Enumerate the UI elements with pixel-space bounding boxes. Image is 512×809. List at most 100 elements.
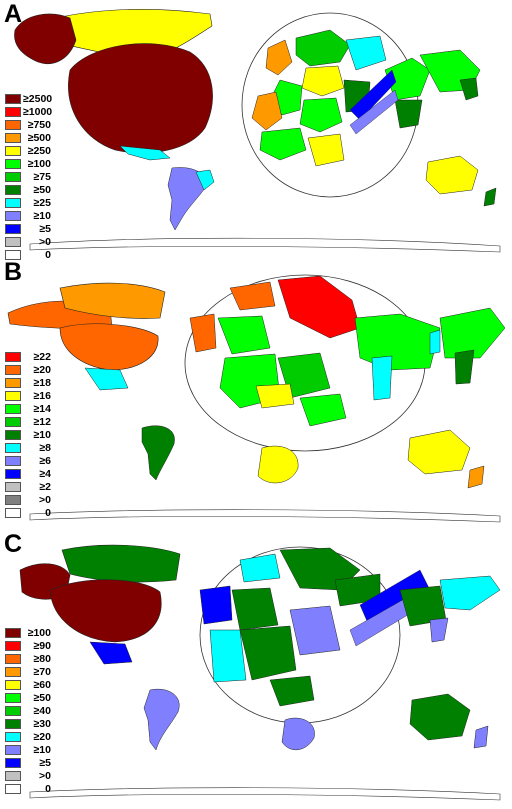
legend-swatch [5,364,21,375]
legend-label: ≥12 [33,415,51,428]
legend-swatch [5,481,21,492]
legend-swatch [5,507,21,518]
legend-label: ≥75 [33,170,51,183]
legend-c: ≥100 ≥90 ≥80 ≥70 ≥60 ≥50 ≥40 ≥30 ≥20 ≥10 ≥5 >0 0 [5,626,51,795]
legend-label: ≥16 [33,389,51,402]
legend-label: ≥2 [39,480,51,493]
legend-item: ≥16 [5,389,51,402]
legend-swatch [5,692,21,703]
legend-swatch [5,429,21,440]
legend-label: ≥50 [33,183,51,196]
legend-label: ≥70 [33,665,51,678]
legend-item: ≥70 [5,665,51,678]
legend-swatch [5,718,21,729]
legend-item: ≥10 [5,428,51,441]
panel-a: A ≥2500 ≥1000 ≥750 ≥500 ≥250 ≥100 ≥75 ≥50 ≥25 ≥10… [0,0,512,261]
legend-swatch [5,210,21,221]
legend-label: ≥4 [39,467,51,480]
legend-label: ≥6 [39,454,51,467]
legend-swatch [5,184,21,195]
legend-label: ≥5 [39,756,51,769]
legend-item: ≥100 [5,626,51,639]
legend-item: ≥10 [5,743,51,756]
legend-swatch [5,145,21,156]
legend-swatch [5,197,21,208]
legend-label: >0 [39,235,51,248]
panel-letter-b: B [4,258,23,286]
legend-swatch [5,249,21,260]
legend-item: ≥80 [5,652,51,665]
panel-letter-c: C [4,530,23,558]
legend-label: ≥10 [33,209,51,222]
legend-item: 0 [5,248,51,261]
legend-item: ≥4 [5,467,51,480]
legend-swatch [5,757,21,768]
legend-label: ≥18 [33,376,51,389]
legend-swatch [5,390,21,401]
legend-item: ≥40 [5,704,51,717]
legend-swatch [5,640,21,651]
legend-swatch [5,132,21,143]
legend-label: ≥100 [27,157,51,170]
legend-swatch [5,119,21,130]
legend-label: ≥10 [33,743,51,756]
legend-label: ≥80 [33,652,51,665]
legend-label: 0 [45,782,51,795]
legend-label: ≥8 [39,441,51,454]
legend-label: ≥100 [27,626,51,639]
legend-label: ≥40 [33,704,51,717]
legend-item: ≥2 [5,480,51,493]
legend-label: ≥90 [33,639,51,652]
legend-swatch [5,744,21,755]
legend-swatch [5,158,21,169]
legend-item: ≥12 [5,415,51,428]
legend-swatch [5,416,21,427]
legend-swatch [5,468,21,479]
legend-a: ≥2500 ≥1000 ≥750 ≥500 ≥250 ≥100 ≥75 ≥50 ≥25 ≥10 ≥5… [5,92,53,261]
legend-item: ≥90 [5,639,51,652]
legend-swatch [5,783,21,794]
legend-label: ≥60 [33,678,51,691]
legend-item: ≥50 [5,691,51,704]
legend-label: ≥250 [27,144,51,157]
legend-label: ≥500 [27,131,51,144]
cartogram-map-c [19,544,501,801]
legend-item: ≥20 [5,730,51,743]
legend-label: ≥14 [33,402,51,415]
legend-swatch [5,106,21,117]
legend-item: >0 [5,235,51,248]
legend-item: ≥20 [5,363,51,376]
legend-item: ≥2500 [5,92,53,105]
legend-label: ≥1000 [23,105,53,118]
legend-item: >0 [5,493,51,506]
legend-label: ≥10 [33,428,51,441]
legend-swatch [5,731,21,742]
legend-item: 0 [5,782,51,795]
legend-item: ≥5 [5,222,51,235]
legend-label: ≥30 [33,717,51,730]
legend-swatch [5,93,21,104]
legend-label: ≥2500 [23,92,53,105]
panel-c: C ≥100 ≥90 ≥80 ≥70 ≥60 ≥50 ≥40 ≥30 ≥20 ≥10 ≥5 >0 0 [0,530,512,809]
legend-label: >0 [39,769,51,782]
legend-item: ≥30 [5,717,51,730]
legend-item: ≥22 [5,350,51,363]
legend-item: ≥10 [5,209,51,222]
legend-swatch [5,627,21,638]
legend-item: >0 [5,769,51,782]
legend-item: 0 [5,506,51,519]
legend-label: >0 [39,493,51,506]
legend-swatch [5,455,21,466]
panel-letter-a: A [4,0,23,28]
legend-swatch [5,236,21,247]
legend-item: ≥5 [5,756,51,769]
legend-item: ≥100 [5,157,51,170]
legend-item: ≥75 [5,170,51,183]
legend-item: ≥8 [5,441,51,454]
legend-item: ≥25 [5,196,51,209]
legend-item: ≥18 [5,376,51,389]
legend-label: ≥5 [39,222,51,235]
legend-item: ≥50 [5,183,51,196]
legend-swatch [5,494,21,505]
legend-swatch [5,223,21,234]
